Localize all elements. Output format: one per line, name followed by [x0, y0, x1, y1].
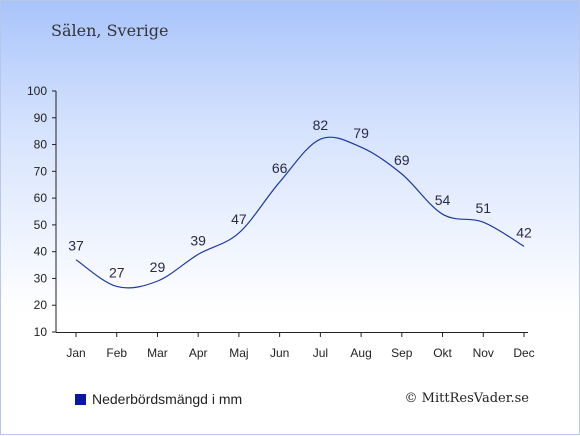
x-tick-label: Maj [229, 346, 248, 360]
data-label: 82 [313, 117, 329, 133]
data-label: 66 [272, 160, 288, 176]
legend-label: Nederbördsmängd i mm [92, 391, 243, 407]
y-tick-label: 20 [34, 298, 48, 312]
x-tick-label: Feb [106, 346, 127, 360]
data-label: 29 [150, 259, 166, 275]
x-tick-label: Jan [66, 346, 85, 360]
y-tick-label: 100 [27, 84, 47, 98]
data-label: 79 [353, 125, 369, 141]
x-tick-label: Dec [513, 346, 534, 360]
x-tick-label: Aug [350, 346, 371, 360]
data-label: 47 [231, 211, 247, 227]
y-tick-label: 10 [34, 325, 48, 339]
x-tick-label: Jul [313, 346, 328, 360]
y-tick-label: 80 [34, 138, 48, 152]
x-tick-label: Okt [433, 346, 452, 360]
y-tick-label: 60 [34, 191, 48, 205]
x-tick-label: Apr [189, 346, 208, 360]
x-tick-label: Nov [473, 346, 494, 360]
data-label: 51 [475, 200, 491, 216]
y-tick-label: 50 [34, 218, 48, 232]
data-label: 54 [435, 192, 451, 208]
legend: Nederbördsmängd i mm [75, 391, 242, 407]
legend-swatch [75, 393, 86, 405]
y-tick-label: 70 [34, 164, 48, 178]
y-tick-label: 40 [34, 245, 48, 259]
x-tick-label: Jun [270, 346, 289, 360]
data-label: 42 [516, 224, 532, 240]
x-tick-label: Sep [391, 346, 413, 360]
y-tick-label: 30 [34, 271, 48, 285]
credit-text: © MittResVader.se [404, 391, 529, 406]
y-tick-label: 90 [34, 111, 48, 125]
data-label: 69 [394, 152, 410, 168]
x-tick-label: Mar [147, 346, 168, 360]
series-line [75, 136, 525, 289]
data-label: 37 [68, 238, 84, 254]
chart-title: Sälen, Sverige [51, 21, 169, 40]
data-label: 27 [109, 264, 125, 280]
data-label: 39 [190, 232, 206, 248]
